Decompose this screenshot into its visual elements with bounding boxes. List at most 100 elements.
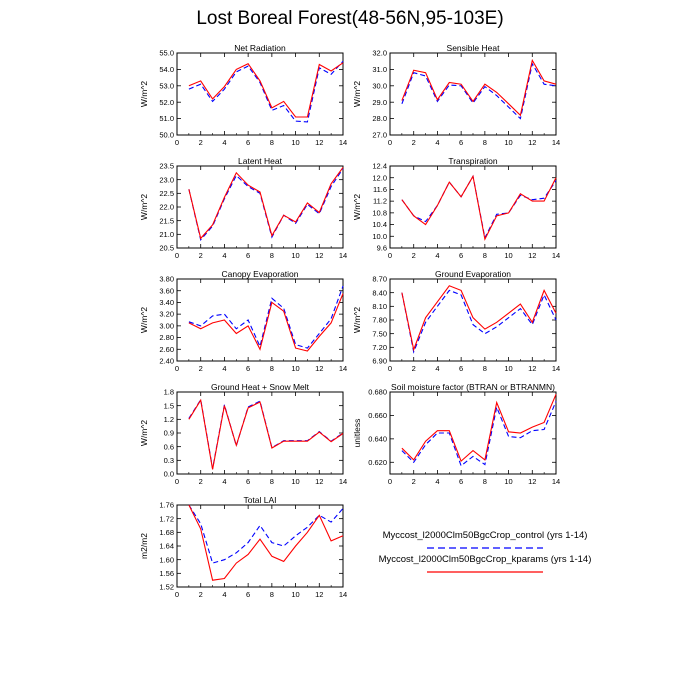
y-tick-label: 1.56 (159, 569, 174, 578)
series-line-control (188, 285, 344, 349)
x-tick-label: 6 (459, 138, 463, 147)
x-tick-label: 10 (291, 138, 299, 147)
chart-2: Sensible Heat W/m^2 0 2 4 6 8 10 12 14 27.0 28.0 29.… (352, 43, 560, 147)
series-line-kparams (401, 58, 557, 117)
y-tick-label: 1.72 (159, 514, 174, 523)
x-tick-label: 2 (412, 364, 416, 373)
x-tick-label: 8 (270, 251, 274, 260)
y-tick-label: 51.0 (159, 114, 174, 123)
y-axis-label: W/m^2 (139, 194, 149, 220)
x-tick-label: 0 (175, 251, 179, 260)
x-tick-label: 12 (315, 251, 323, 260)
y-tick-label: 31.0 (372, 65, 387, 74)
x-tick-label: 14 (339, 364, 347, 373)
x-tick-label: 12 (528, 138, 536, 147)
x-tick-label: 6 (246, 477, 250, 486)
x-tick-label: 4 (222, 138, 226, 147)
x-tick-label: 6 (246, 138, 250, 147)
x-tick-label: 14 (339, 251, 347, 260)
plot-frame (389, 391, 557, 475)
x-tick-label: 8 (483, 138, 487, 147)
x-tick-label: 8 (270, 364, 274, 373)
x-tick-label: 2 (199, 364, 203, 373)
x-tick-label: 12 (528, 251, 536, 260)
y-tick-label: 3.00 (159, 321, 174, 330)
x-tick-label: 14 (339, 590, 347, 599)
y-tick-label: 7.20 (372, 343, 387, 352)
y-tick-label: 2.40 (159, 357, 174, 366)
x-tick-label: 4 (222, 477, 226, 486)
x-tick-label: 2 (412, 251, 416, 260)
x-tick-label: 2 (199, 477, 203, 486)
x-tick-label: 12 (315, 590, 323, 599)
chart-title: Ground Heat + Snow Melt (211, 382, 310, 392)
y-tick-label: 27.0 (372, 131, 387, 140)
x-tick-label: 2 (412, 477, 416, 486)
chart-title: Sensible Heat (447, 43, 501, 53)
y-tick-label: 0.640 (368, 434, 387, 443)
y-tick-label: 0.620 (368, 458, 387, 467)
x-tick-label: 0 (175, 138, 179, 147)
x-tick-label: 8 (270, 138, 274, 147)
y-tick-label: 2.80 (159, 333, 174, 342)
y-tick-label: 3.20 (159, 310, 174, 319)
chart-5: Canopy Evaporation W/m^2 0 2 4 6 8 10 12 14 2.40 2.… (139, 269, 347, 373)
y-axis-label: unitless (352, 419, 362, 448)
x-tick-label: 0 (388, 364, 392, 373)
series-line-kparams (188, 167, 344, 240)
x-tick-label: 4 (435, 477, 439, 486)
x-tick-label: 10 (504, 364, 512, 373)
x-tick-label: 10 (504, 251, 512, 260)
y-tick-label: 50.0 (159, 131, 174, 140)
y-tick-label: 3.60 (159, 286, 174, 295)
y-axis-label: m2/m2 (139, 533, 149, 559)
x-tick-label: 4 (222, 251, 226, 260)
chart-title: Ground Evaporation (435, 269, 511, 279)
series-line-control (188, 168, 344, 241)
x-tick-label: 8 (483, 364, 487, 373)
plot-frame (176, 52, 344, 136)
series-line-control (188, 60, 344, 123)
y-tick-label: 1.2 (164, 415, 174, 424)
y-tick-label: 10.0 (372, 232, 387, 241)
series-line-kparams (188, 293, 344, 352)
chart-7: Ground Heat + Snow Melt W/m^2 0 2 4 6 8 10 12 14 0… (139, 382, 347, 486)
x-tick-label: 6 (246, 590, 250, 599)
y-tick-label: 3.80 (159, 275, 174, 284)
x-tick-label: 4 (435, 251, 439, 260)
x-tick-label: 12 (528, 364, 536, 373)
y-tick-label: 0.3 (164, 456, 174, 465)
y-tick-label: 8.40 (372, 288, 387, 297)
legend-svg: Myccost_l2000Clm50BgcCrop_control (yrs 1… (379, 530, 591, 573)
y-tick-label: 0.0 (164, 470, 174, 479)
y-tick-label: 8.70 (372, 275, 387, 284)
series-line-kparams (188, 398, 344, 470)
series-line-control (401, 401, 557, 467)
y-tick-label: 11.2 (373, 197, 387, 206)
y-tick-label: 10.4 (372, 220, 387, 229)
legend: Myccost_l2000Clm50BgcCrop_control (yrs 1… (355, 528, 615, 583)
chart-title: Canopy Evaporation (221, 269, 298, 279)
x-tick-label: 10 (291, 477, 299, 486)
x-tick-label: 0 (388, 251, 392, 260)
y-tick-label: 0.660 (368, 411, 387, 420)
series-line-kparams (401, 174, 557, 241)
y-tick-label: 9.6 (377, 244, 387, 253)
x-tick-label: 14 (552, 138, 560, 147)
y-tick-label: 22.5 (159, 189, 174, 198)
y-tick-label: 20.5 (159, 244, 174, 253)
y-tick-label: 21.0 (159, 230, 174, 239)
legend-label-control: Myccost_l2000Clm50BgcCrop_control (yrs 1… (383, 530, 588, 541)
y-tick-label: 22.0 (159, 203, 174, 212)
series-line-control (401, 289, 557, 354)
y-tick-label: 32.0 (372, 49, 387, 58)
y-tick-label: 1.64 (159, 542, 174, 551)
y-tick-label: 12.0 (372, 173, 387, 182)
y-tick-label: 21.5 (159, 216, 174, 225)
x-tick-label: 4 (222, 364, 226, 373)
x-tick-label: 14 (339, 477, 347, 486)
series-line-control (401, 62, 557, 120)
x-tick-label: 8 (483, 477, 487, 486)
x-tick-label: 14 (339, 138, 347, 147)
x-tick-label: 6 (459, 477, 463, 486)
